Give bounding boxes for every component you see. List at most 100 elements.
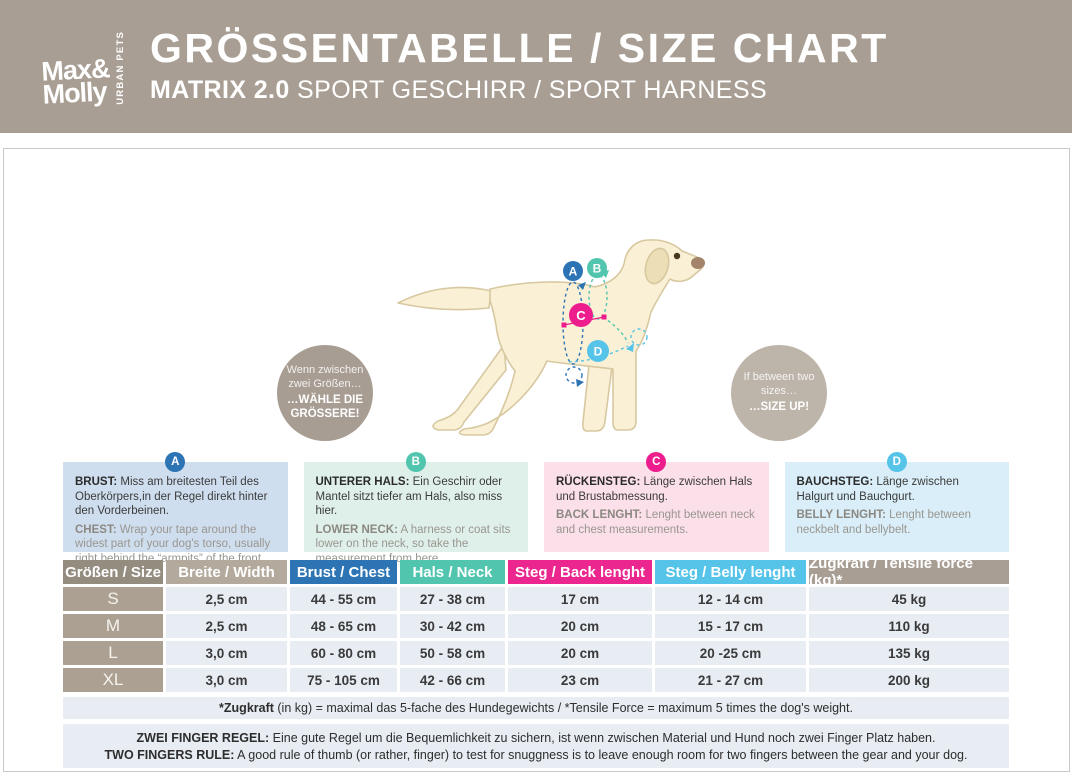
two-finger-rule: ZWEI FINGER REGEL: Eine gute Regel um di… — [63, 724, 1009, 768]
tensile-force-footnote: *Zugkraft (in kg) = maximal das 5-fache … — [63, 697, 1009, 719]
footnote-text: (in kg) = maximal das 5-fache des Hundeg… — [273, 701, 853, 715]
measure-d-arrowhead — [626, 343, 634, 352]
column-header-size: Größen / Size — [63, 560, 163, 584]
dog-marker-b — [587, 258, 607, 278]
size-up-note-de-emphasis: …WÄHLE DIE GRÖSSERE! — [286, 394, 364, 421]
footnote-lead: *Zugkraft — [219, 701, 274, 715]
content-frame: A B C D Wenn zwischen zwei Größen… …WÄHL… — [3, 148, 1070, 772]
row-l-tensile-force: 135 kg — [809, 641, 1009, 665]
row-m-size: M — [63, 614, 163, 638]
dog-body — [458, 239, 704, 436]
dog-nose — [691, 257, 705, 269]
page-title: GRÖSSENTABELLE / SIZE CHART — [150, 25, 889, 71]
column-header-tensile-force: Zugkraft / Tensile force (kg)* — [809, 555, 1009, 589]
row-xl-neck: 42 - 66 cm — [400, 668, 505, 692]
size-up-note-en: If between two sizes… …SIZE UP! — [731, 345, 827, 441]
dog-marker-a-label: A — [569, 265, 578, 279]
callout-c-german: RÜCKENSTEG: Länge zwischen Hals und Brus… — [556, 476, 753, 503]
dog-far-hind-leg — [432, 344, 507, 431]
callout-a-german: BRUST: Miss am breitesten Teil des Oberk… — [75, 476, 268, 518]
header: Max& Molly URBAN PETS GRÖSSENTABELLE / S… — [0, 0, 1072, 133]
row-s-width: 2,5 cm — [166, 587, 287, 611]
measurement-callouts: A BRUST: Miss am breitesten Teil des Obe… — [63, 452, 1009, 580]
row-xl-chest: 75 - 105 cm — [290, 668, 397, 692]
row-s-neck: 27 - 38 cm — [400, 587, 505, 611]
row-xl-size: XL — [63, 668, 163, 692]
row-xl-back-length: 23 cm — [508, 668, 652, 692]
measure-c-end-left — [561, 322, 567, 328]
two-finger-rule-english: TWO FINGERS RULE: A good rule of thumb (… — [104, 747, 968, 762]
dog-marker-c-label: C — [576, 308, 586, 323]
callout-lower-neck: B UNTERER HALS: Ein Geschirr oder Mantel… — [303, 452, 528, 565]
row-m-neck: 30 - 42 cm — [400, 614, 505, 638]
brand-logo-line2: Molly — [41, 76, 108, 110]
column-header-back-length: Steg / Back lenght — [508, 560, 652, 584]
row-l-width: 3,0 cm — [166, 641, 287, 665]
size-up-note-de: Wenn zwischen zwei Größen… …WÄHLE DIE GR… — [277, 345, 373, 441]
callout-d-german: BAUCHSTEG: Länge zwischen Halgurt und Ba… — [796, 476, 959, 503]
two-finger-rule-german: ZWEI FINGER REGEL: Eine gute Regel um di… — [136, 730, 936, 745]
dog-marker-d-label: D — [594, 345, 603, 359]
row-xl-belly-length: 21 - 27 cm — [655, 668, 806, 692]
row-s-size: S — [63, 587, 163, 611]
measure-a-arrowhead-bottom — [576, 379, 584, 387]
size-up-note-de-text: Wenn zwischen zwei Größen… — [286, 363, 364, 390]
callout-b-badge: B — [405, 452, 426, 472]
dog-tail — [397, 286, 492, 311]
dog-marker-d — [587, 340, 609, 362]
callout-d-badge: D — [886, 452, 907, 472]
row-s-chest: 44 - 55 cm — [290, 587, 397, 611]
row-s-back-length: 17 cm — [508, 587, 652, 611]
callout-chest: A BRUST: Miss am breitesten Teil des Obe… — [63, 452, 288, 580]
callout-d-english: BELLY LENGHT: Lenght between neckbelt an… — [796, 509, 972, 536]
brand-logo-text: Max& Molly — [41, 53, 111, 110]
row-l-back-length: 20 cm — [508, 641, 652, 665]
size-table: Größen / Size Breite / Width Brust / Che… — [63, 555, 1009, 692]
callout-belly-length: D BAUCHSTEG: Länge zwischen Halgurt und … — [784, 452, 1009, 552]
measure-c-end-right — [601, 314, 607, 320]
row-l-size: L — [63, 641, 163, 665]
row-xl-tensile-force: 200 kg — [809, 668, 1009, 692]
measure-d-belly-line — [568, 345, 629, 363]
dog-marker-c — [569, 303, 593, 327]
callout-back-length: C RÜCKENSTEG: Länge zwischen Hals und Br… — [544, 452, 769, 552]
row-s-belly-length: 12 - 14 cm — [655, 587, 806, 611]
row-s-tensile-force: 45 kg — [809, 587, 1009, 611]
dog-eye — [673, 252, 681, 260]
column-header-neck: Hals / Neck — [400, 560, 505, 584]
measure-a-wrap-loop — [565, 366, 583, 384]
callout-c-badge: C — [646, 452, 667, 472]
column-header-chest: Brust / Chest — [290, 560, 397, 584]
brand-logo-tagline: URBAN PETS — [115, 30, 127, 105]
row-xl-width: 3,0 cm — [166, 668, 287, 692]
row-m-belly-length: 15 - 17 cm — [655, 614, 806, 638]
column-header-belly-length: Steg / Belly lenght — [655, 560, 806, 584]
size-up-note-en-emphasis: …SIZE UP! — [748, 401, 810, 414]
header-titles: GRÖSSENTABELLE / SIZE CHART MATRIX 2.0 S… — [150, 28, 889, 105]
row-l-chest: 60 - 80 cm — [290, 641, 397, 665]
row-m-tensile-force: 110 kg — [809, 614, 1009, 638]
measure-d-wrap-loop — [630, 328, 648, 346]
dog-marker-a — [563, 261, 583, 281]
row-m-width: 2,5 cm — [166, 614, 287, 638]
callout-b-german: UNTERER HALS: Ein Geschirr oder Mantel s… — [315, 476, 503, 518]
measure-b-neck-loop — [588, 274, 608, 320]
callout-a-badge: A — [165, 452, 186, 472]
dog-marker-b-label: B — [593, 262, 602, 276]
brand-logo: Max& Molly URBAN PETS — [41, 29, 127, 110]
dog-ear — [644, 247, 670, 285]
dog-far-front-leg — [582, 364, 613, 432]
measure-b-shoulder-arc — [602, 316, 629, 344]
row-l-belly-length: 20 -25 cm — [655, 641, 806, 665]
callout-c-english: BACK LENGHT: Lenght between neck and che… — [556, 509, 755, 536]
size-up-note-en-text: If between two sizes… — [743, 370, 815, 397]
row-m-chest: 48 - 65 cm — [290, 614, 397, 638]
dog-measurement-diagram: A B C D — [397, 239, 705, 436]
measure-a-arrowhead — [578, 282, 586, 290]
callout-b-english: LOWER NECK: A harness or coat sits lower… — [315, 523, 511, 565]
product-name: MATRIX 2.0 — [150, 76, 290, 104]
column-header-width: Breite / Width — [166, 560, 287, 584]
row-m-back-length: 20 cm — [508, 614, 652, 638]
row-l-neck: 50 - 58 cm — [400, 641, 505, 665]
